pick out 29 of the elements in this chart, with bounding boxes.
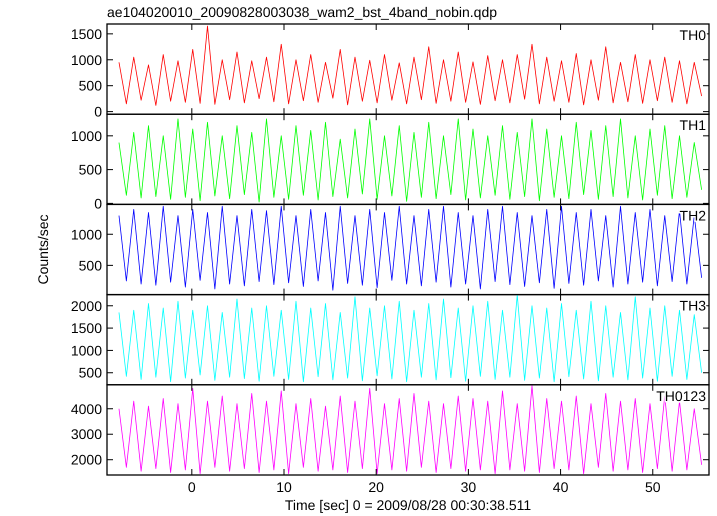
x-tick-label: 10 <box>276 479 292 495</box>
y-tick-label: 1000 <box>70 342 102 358</box>
x-axis-title: Time [sec] 0 = 2009/08/28 00:30:38.511 <box>284 497 532 513</box>
y-tick-label: 0 <box>94 104 102 120</box>
x-tick-label: 30 <box>460 479 476 495</box>
x-tick-label: 20 <box>368 479 384 495</box>
annotation: TH0123 <box>656 388 706 404</box>
y-tick-label: 2000 <box>70 298 102 314</box>
y-tick-label: 500 <box>78 78 102 94</box>
y-tick-label: 2000 <box>70 452 102 468</box>
y-tick-label: 1000 <box>70 226 102 242</box>
y-tick-label: 0 <box>94 195 102 212</box>
y-tick-label: 4000 <box>70 400 102 417</box>
y-tick-label: 500 <box>78 364 102 381</box>
y-tick-label: 3000 <box>70 426 102 442</box>
y-tick-label: 500 <box>78 257 102 274</box>
x-tick-label: 40 <box>552 479 569 495</box>
y-tick-label: 1500 <box>70 26 102 42</box>
x-tick-label: 50 <box>644 479 661 495</box>
annotation: TH3 <box>680 298 706 314</box>
y-tick-label: 1000 <box>70 128 102 144</box>
y-axis-title: Counts/sec <box>35 214 51 285</box>
y-tick-label: 1000 <box>70 52 102 68</box>
y-tick-label: 1500 <box>70 320 102 336</box>
y-tick-label: 500 <box>78 162 102 178</box>
annotation: TH1 <box>680 117 706 134</box>
x-tick-label: 0 <box>188 479 196 495</box>
chart-title: ae104020010_20090828003038_wam2_bst_4band_nobin.qdp <box>107 4 498 20</box>
annotation: TH0 <box>680 27 706 43</box>
